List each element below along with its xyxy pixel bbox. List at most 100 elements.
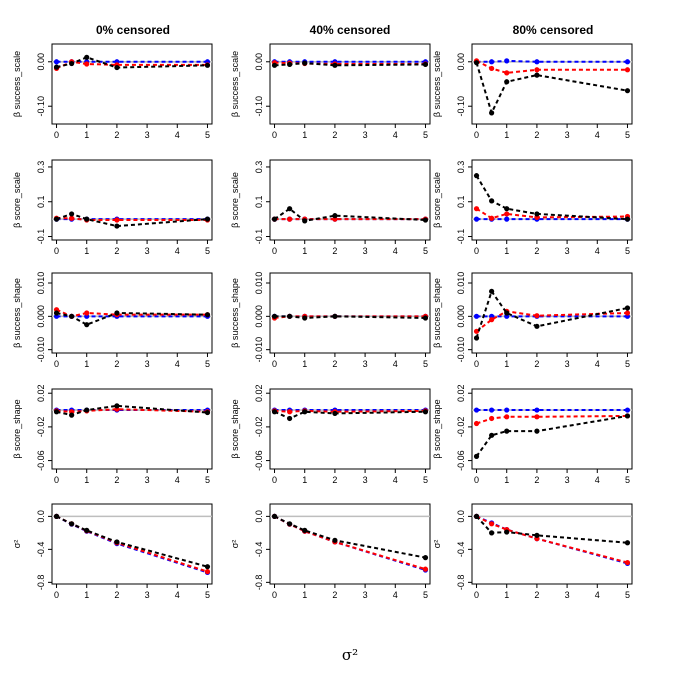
y-axis-label: β score_scale [432, 172, 442, 228]
x-tick-label: 1 [504, 590, 509, 600]
y-tick-label: -0.1 [36, 229, 46, 245]
data-point-black [84, 322, 90, 328]
data-point-red [504, 211, 510, 217]
x-tick-label: 1 [504, 246, 509, 256]
data-point-black [204, 564, 211, 570]
data-point-blue [53, 59, 60, 65]
data-point-black [114, 64, 120, 71]
data-point-red [489, 415, 495, 422]
y-tick-label: -0.8 [254, 575, 264, 591]
data-point-black [84, 407, 90, 413]
y-axis-label: β score_scale [12, 172, 22, 228]
x-tick-label: 4 [175, 130, 180, 140]
x-tick-label: 1 [84, 246, 89, 256]
panel-r3-c0: β score_shape -0.06 -0.02 0.02 0 1 2 3 4 5 [12, 384, 213, 485]
y-tick-label: 0.00 [254, 53, 264, 71]
data-point-red [473, 420, 480, 427]
data-point-red [624, 67, 631, 73]
x-tick-label: 3 [145, 475, 150, 485]
data-point-black [204, 216, 211, 222]
plot-frame [471, 503, 633, 585]
data-point-red [422, 566, 429, 572]
y-axis-label: β success_shape [12, 278, 22, 348]
x-tick-label: 1 [504, 130, 509, 140]
y-tick-label: 0.010 [254, 272, 264, 295]
data-point-black [534, 428, 540, 434]
y-tick-label: 0.010 [456, 272, 466, 295]
y-axis-label: β score_shape [230, 399, 240, 458]
data-point-red [287, 216, 293, 222]
y-axis-label: β score_shape [432, 399, 442, 458]
data-point-black [69, 60, 75, 67]
data-point-black [504, 428, 510, 434]
series-line-black [56, 515, 208, 568]
data-point-black [489, 530, 495, 536]
y-axis-label: β score_shape [12, 399, 22, 458]
plot-frame [471, 272, 633, 354]
column-title-2: 80% censored [513, 23, 594, 37]
x-tick-label: 2 [534, 246, 539, 256]
data-point-red [534, 313, 540, 319]
data-point-black [473, 453, 480, 459]
data-point-black [69, 412, 75, 418]
x-tick-label: 5 [625, 475, 630, 485]
panel-r1-c1: β score_scale -0.1 0.1 0.3 0 1 2 3 4 5 [230, 159, 431, 256]
series-line-black [475, 515, 628, 544]
data-point-black [422, 315, 429, 321]
x-tick-label: 0 [54, 475, 59, 485]
x-tick-label: 0 [474, 359, 479, 369]
data-point-red [287, 409, 293, 415]
data-point-black [473, 60, 480, 66]
x-tick-label: 3 [145, 590, 150, 600]
data-point-black [271, 409, 278, 415]
data-point-red [473, 328, 480, 334]
data-point-blue [473, 313, 480, 319]
data-point-black [302, 315, 308, 321]
data-point-red [624, 310, 631, 316]
data-point-black [534, 532, 540, 538]
panel-r3-c1: β score_shape -0.06 -0.02 0.02 0 1 2 3 4 5 [230, 384, 431, 485]
y-tick-label: 0.000 [254, 305, 264, 328]
y-tick-label: 0.02 [456, 384, 466, 402]
series-line-blue [56, 515, 208, 574]
data-point-black [504, 206, 510, 212]
data-point-red [84, 61, 90, 67]
x-tick-label: 1 [302, 130, 307, 140]
data-point-red [504, 70, 510, 76]
plot-frame [51, 503, 213, 585]
x-tick-label: 3 [363, 359, 368, 369]
x-tick-label: 2 [114, 130, 119, 140]
y-tick-label: -0.4 [36, 542, 46, 558]
x-tick-label: 0 [474, 590, 479, 600]
y-tick-label: 0.1 [254, 195, 264, 208]
data-point-black [204, 312, 211, 318]
col-title-1: 40% censored [310, 23, 391, 37]
x-tick-label: 4 [393, 130, 398, 140]
data-point-red [69, 215, 75, 221]
data-point-black [422, 61, 429, 68]
data-point-blue [473, 407, 480, 413]
plot-frame [51, 43, 213, 125]
plot-frame [269, 159, 431, 241]
x-tick-label: 4 [595, 475, 600, 485]
data-point-black [489, 198, 495, 204]
y-tick-label: 0.000 [456, 305, 466, 328]
data-point-black [84, 216, 90, 222]
x-tick-label: 3 [363, 130, 368, 140]
data-point-black [489, 432, 495, 438]
data-point-black [302, 218, 308, 224]
x-axis-label: σ² [342, 646, 358, 664]
y-tick-label: 0.0 [456, 510, 466, 523]
series-line-red [476, 515, 628, 564]
x-tick-label: 5 [423, 130, 428, 140]
x-tick-label: 5 [625, 130, 630, 140]
series-line-black [274, 515, 426, 559]
data-point-blue [624, 407, 631, 413]
col-title-2: 80% censored [513, 23, 594, 37]
plot-frame [269, 503, 431, 585]
x-tick-label: 2 [114, 359, 119, 369]
data-point-black [287, 61, 293, 68]
x-tick-label: 2 [332, 590, 337, 600]
y-axis-label: σ² [230, 540, 240, 549]
data-point-blue [624, 59, 631, 65]
